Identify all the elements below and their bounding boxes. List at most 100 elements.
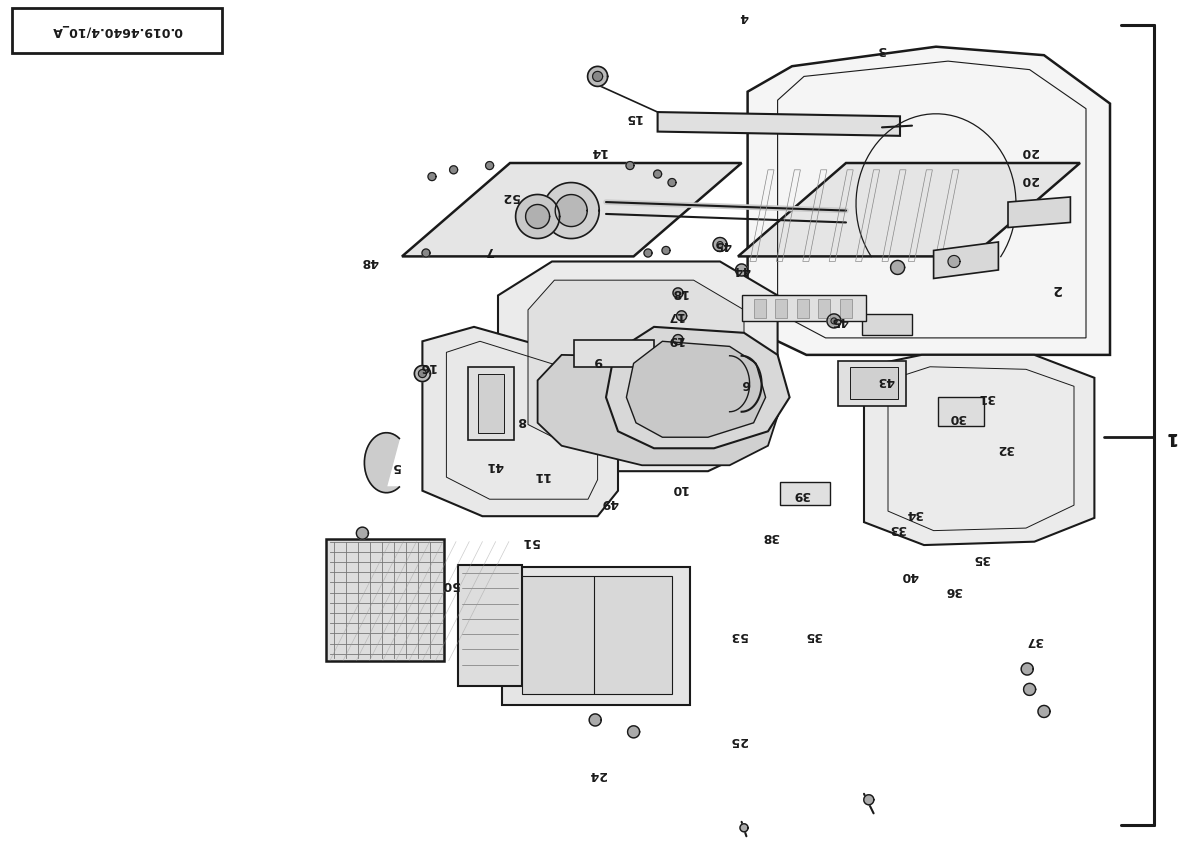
Text: 3: 3 [877, 42, 887, 56]
Polygon shape [544, 183, 599, 239]
Polygon shape [593, 71, 602, 82]
Text: 36: 36 [946, 583, 962, 597]
Text: 10: 10 [671, 481, 688, 495]
Text: 9: 9 [593, 354, 602, 368]
Polygon shape [934, 242, 998, 278]
Polygon shape [677, 311, 686, 321]
Polygon shape [422, 327, 618, 516]
Polygon shape [864, 355, 1094, 545]
Text: 8: 8 [517, 413, 527, 427]
Polygon shape [522, 576, 672, 694]
Polygon shape [658, 112, 900, 136]
Polygon shape [948, 256, 960, 267]
Text: 6: 6 [742, 377, 751, 391]
Polygon shape [780, 482, 830, 505]
Polygon shape [775, 299, 787, 318]
Text: 45: 45 [832, 314, 848, 328]
Text: 43: 43 [877, 374, 894, 387]
Text: 1: 1 [1165, 430, 1175, 445]
Text: 15: 15 [624, 110, 641, 124]
Polygon shape [574, 340, 654, 367]
Polygon shape [486, 161, 493, 170]
Polygon shape [827, 314, 841, 328]
Polygon shape [838, 361, 906, 406]
Text: 33: 33 [889, 521, 906, 535]
Polygon shape [589, 714, 601, 726]
Polygon shape [832, 318, 836, 324]
Text: 37: 37 [1026, 634, 1043, 648]
Polygon shape [458, 565, 522, 686]
Text: 1: 1 [1164, 428, 1176, 447]
Polygon shape [1038, 706, 1050, 717]
Text: 49: 49 [601, 496, 618, 509]
Text: 35: 35 [973, 552, 990, 565]
Text: 16: 16 [419, 360, 436, 374]
Polygon shape [740, 824, 748, 832]
Polygon shape [850, 367, 898, 399]
Polygon shape [422, 249, 430, 257]
Polygon shape [626, 161, 634, 170]
Polygon shape [713, 238, 727, 251]
Text: 14: 14 [589, 144, 606, 158]
Polygon shape [738, 163, 1080, 256]
Polygon shape [938, 397, 984, 426]
Polygon shape [526, 205, 550, 228]
Text: 2: 2 [1051, 282, 1061, 295]
Text: 45: 45 [714, 238, 731, 251]
Polygon shape [606, 327, 790, 448]
Polygon shape [862, 314, 912, 335]
Text: 34: 34 [906, 507, 923, 520]
Polygon shape [654, 170, 661, 178]
Polygon shape [365, 433, 400, 492]
Polygon shape [864, 795, 874, 805]
Text: 11: 11 [533, 469, 550, 482]
Text: 48: 48 [361, 255, 378, 268]
Text: 51: 51 [522, 535, 539, 548]
Polygon shape [478, 374, 504, 433]
Polygon shape [356, 527, 368, 539]
Polygon shape [742, 295, 866, 321]
Polygon shape [588, 66, 607, 87]
Polygon shape [748, 47, 1110, 355]
Text: 0.019.4640.4/10_A: 0.019.4640.4/10_A [52, 24, 182, 37]
Text: 52: 52 [502, 190, 518, 204]
Text: 18: 18 [671, 286, 688, 300]
Polygon shape [890, 261, 905, 274]
Text: 25: 25 [730, 734, 746, 747]
Text: 32: 32 [997, 441, 1014, 455]
Polygon shape [1024, 683, 1036, 695]
Text: 4: 4 [739, 10, 749, 24]
Text: 20: 20 [1021, 144, 1038, 158]
Polygon shape [402, 163, 742, 256]
Polygon shape [644, 249, 652, 257]
Polygon shape [556, 194, 587, 227]
Polygon shape [12, 8, 222, 53]
Polygon shape [1008, 197, 1070, 228]
Polygon shape [668, 178, 676, 187]
Text: 50: 50 [442, 577, 458, 591]
Text: 20: 20 [1021, 173, 1038, 187]
Polygon shape [528, 280, 744, 446]
Polygon shape [797, 299, 809, 318]
Polygon shape [754, 299, 766, 318]
Polygon shape [673, 288, 683, 298]
Text: 19: 19 [666, 333, 683, 346]
Polygon shape [840, 299, 852, 318]
Text: 24: 24 [589, 767, 606, 781]
Polygon shape [662, 246, 670, 255]
Polygon shape [516, 194, 559, 239]
Polygon shape [736, 264, 748, 276]
Text: 53: 53 [730, 628, 746, 642]
Text: 41: 41 [486, 458, 503, 472]
Text: 5: 5 [391, 460, 401, 474]
Polygon shape [502, 567, 690, 705]
Polygon shape [468, 367, 514, 440]
Text: 44: 44 [733, 263, 750, 277]
Polygon shape [498, 261, 778, 471]
Polygon shape [414, 366, 431, 381]
Polygon shape [718, 241, 722, 248]
Text: 35: 35 [805, 628, 822, 642]
Text: 39: 39 [793, 487, 810, 501]
Polygon shape [673, 335, 683, 345]
Polygon shape [450, 166, 457, 174]
